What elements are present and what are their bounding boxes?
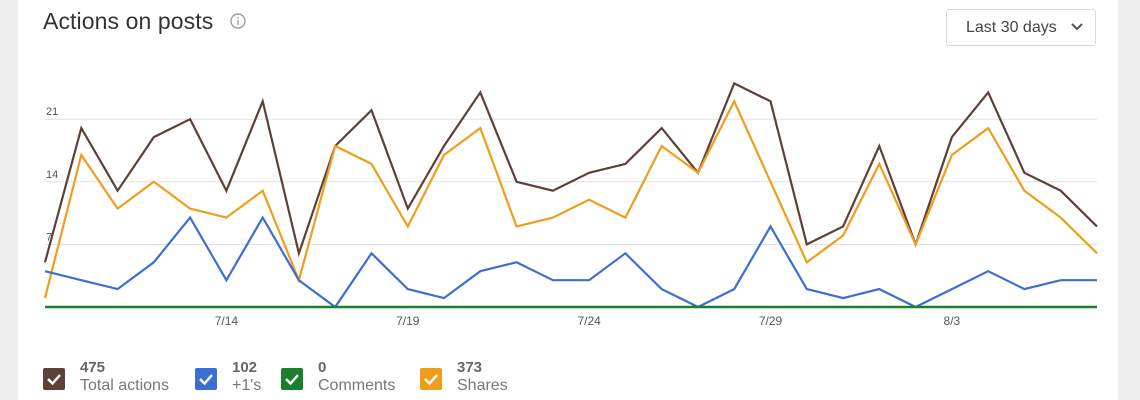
x-tick-label: 7/29: [759, 314, 783, 328]
x-tick-label: 7/24: [577, 314, 601, 328]
checkbox-icon[interactable]: [43, 368, 65, 390]
y-tick-label: 14: [46, 169, 58, 181]
checkbox-icon[interactable]: [281, 368, 303, 390]
x-tick-label: 8/3: [944, 314, 961, 328]
y-tick-label: 21: [46, 106, 58, 118]
date-range-dropdown[interactable]: Last 30 days: [946, 9, 1096, 46]
legend-value: 102: [232, 359, 258, 376]
legend-label: Total actions: [80, 377, 169, 394]
checkbox-icon[interactable]: [195, 368, 217, 390]
line-chart: 7 14 21 7/14 7/19 7/24 7/29 8/3: [43, 81, 1098, 328]
legend-label: +1's: [232, 377, 262, 394]
checkbox-icon[interactable]: [420, 368, 442, 390]
info-icon[interactable]: [230, 13, 246, 29]
legend-label: Comments: [318, 377, 396, 394]
series-line-plus: [44, 215, 1097, 309]
date-range-label: Last 30 days: [966, 18, 1057, 36]
legend-value: 373: [457, 359, 483, 376]
y-tick-label: 7: [46, 231, 52, 243]
legend-value: 475: [80, 359, 106, 376]
series-line-total: [43, 81, 1098, 263]
legend-label: Shares: [457, 377, 508, 394]
x-tick-label: 7/19: [396, 314, 420, 328]
chevron-down-icon: [1071, 23, 1083, 31]
page-title: Actions on posts: [43, 8, 214, 34]
series-line-shares: [43, 98, 1098, 299]
x-tick-label: 7/14: [215, 314, 239, 328]
legend-value: 0: [318, 359, 327, 376]
